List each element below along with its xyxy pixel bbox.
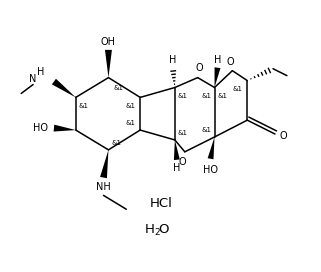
Text: O: O: [279, 131, 287, 141]
Text: HCl: HCl: [150, 197, 172, 210]
Text: HO: HO: [32, 123, 48, 133]
Text: N: N: [30, 74, 37, 84]
Text: &1: &1: [178, 130, 188, 136]
Text: H: H: [173, 163, 180, 173]
Text: H: H: [145, 222, 155, 236]
Polygon shape: [214, 67, 221, 88]
Text: &1: &1: [217, 93, 228, 99]
Text: OH: OH: [101, 37, 116, 47]
Text: O: O: [179, 157, 187, 167]
Text: O: O: [196, 63, 204, 73]
Text: HO: HO: [203, 165, 218, 175]
Polygon shape: [52, 79, 76, 97]
Text: &1: &1: [111, 140, 121, 146]
Text: H: H: [169, 55, 177, 65]
Text: H: H: [37, 67, 45, 77]
Text: O: O: [227, 57, 234, 67]
Text: &1: &1: [125, 103, 135, 109]
Text: &1: &1: [202, 127, 212, 133]
Text: &1: &1: [202, 93, 212, 99]
Text: NH: NH: [96, 183, 111, 193]
Polygon shape: [105, 50, 112, 78]
Polygon shape: [54, 125, 76, 132]
Text: &1: &1: [113, 85, 123, 91]
Text: H: H: [214, 55, 221, 65]
Text: &1: &1: [79, 103, 89, 109]
Text: &1: &1: [178, 93, 188, 99]
Polygon shape: [174, 140, 180, 160]
Text: &1: &1: [125, 120, 135, 126]
Text: O: O: [159, 222, 169, 236]
Text: 2: 2: [154, 227, 160, 237]
Polygon shape: [100, 150, 108, 178]
Text: &1: &1: [232, 86, 242, 92]
Polygon shape: [208, 137, 214, 159]
